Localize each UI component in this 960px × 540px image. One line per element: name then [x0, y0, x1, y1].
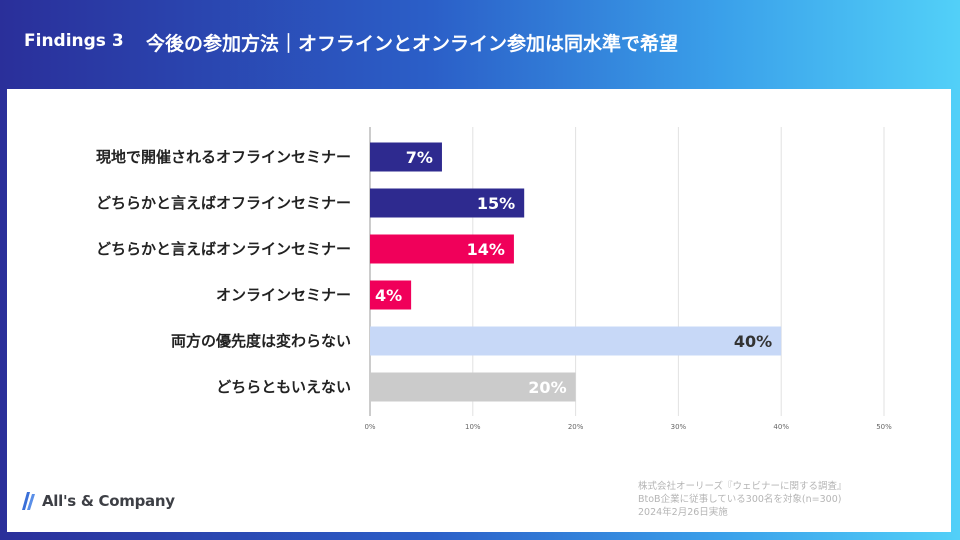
source-line-3: 2024年2月26日実施 [638, 507, 728, 518]
x-tick-label: 50% [876, 423, 892, 431]
source-note: 株式会社オーリーズ『ウェビナーに関する調査』 BtoB企業に従事している300名… [638, 480, 938, 519]
category-label: オンラインセミナー [216, 286, 351, 304]
bar [370, 280, 412, 310]
category-label: 両方の優先度は変わらない [171, 332, 351, 350]
company-logo: All's & Company [22, 488, 175, 514]
logo-mark-icon [22, 492, 35, 510]
bar [370, 372, 576, 402]
data-label: 40% [734, 332, 772, 351]
source-line-2: BtoB企業に従事している300名を対象(n=300) [638, 494, 842, 505]
findings-label: Findings 3 [24, 31, 124, 51]
x-tick-label: 0% [364, 423, 375, 431]
bar [370, 188, 525, 218]
category-label: どちらかと言えばオンラインセミナー [96, 240, 351, 258]
x-tick-label: 40% [773, 423, 789, 431]
source-line-1: 株式会社オーリーズ『ウェビナーに関する調査』 [638, 481, 847, 492]
x-tick-label: 30% [671, 423, 687, 431]
bar [370, 326, 782, 356]
category-label: どちらかと言えばオフラインセミナー [96, 194, 351, 212]
data-label: 20% [528, 378, 566, 397]
page-title: 今後の参加方法｜オフラインとオンライン参加は同水準で希望 [146, 33, 679, 55]
chart-panel: 0% 10% 20% 30% 40% 50% 現地で開催されるオフラインセミナー 7% どちらか… [7, 89, 951, 532]
data-label: 7% [406, 148, 433, 167]
header: Findings 3 今後の参加方法｜オフラインとオンライン参加は同水準で希望 [0, 0, 960, 88]
x-tick-label: 10% [465, 423, 481, 431]
data-label: 15% [477, 194, 515, 213]
category-label: どちらともいえない [216, 378, 351, 396]
logo-text: All's & Company [42, 492, 175, 510]
data-label: 4% [375, 286, 402, 305]
category-label: 現地で開催されるオフラインセミナー [96, 148, 351, 166]
bar [370, 142, 442, 172]
data-label: 14% [467, 240, 505, 259]
bar-chart: 0% 10% 20% 30% 40% 50% 現地で開催されるオフラインセミナー 7% どちらか… [96, 127, 892, 431]
x-tick-label: 20% [568, 423, 584, 431]
bar [370, 234, 514, 264]
